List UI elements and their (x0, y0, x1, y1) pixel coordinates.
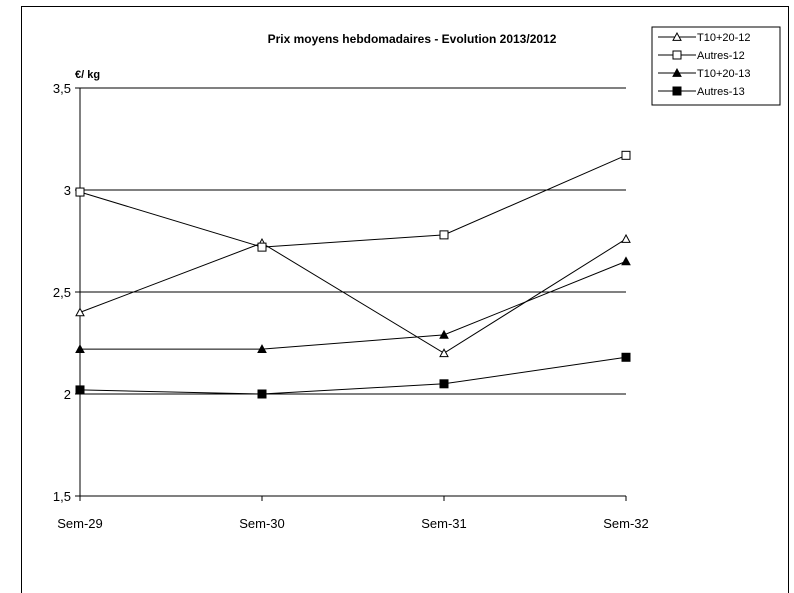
data-point (621, 233, 631, 243)
data-point (75, 385, 85, 395)
legend-item: T10+20-13 (658, 67, 751, 80)
x-tick-label: Sem-32 (603, 516, 649, 531)
data-point (257, 389, 267, 399)
axes: 1,5 2 2,5 3 3,5 Sem-29 Sem-30 Sem-31 Sem-32 (53, 81, 649, 531)
data-point (439, 329, 449, 339)
legend-marker (672, 31, 682, 41)
data-point (75, 187, 85, 197)
data-point (257, 344, 267, 354)
data-point (439, 230, 449, 240)
series-3 (75, 256, 631, 354)
series-1 (75, 233, 631, 358)
y-tick-label: 3,5 (53, 81, 71, 96)
series-line (79, 238, 627, 354)
legend: T10+20-12 Autres-12 T10+20-13 Autres-13 (651, 26, 781, 106)
data-point (621, 352, 631, 362)
x-tick-label: Sem-29 (57, 516, 103, 531)
y-tick-label: 3 (64, 183, 71, 198)
gridlines (80, 87, 626, 395)
y-tick-label: 1,5 (53, 489, 71, 504)
chart-title: Prix moyens hebdomadaires - Evolution 20… (268, 32, 557, 46)
legend-marker (672, 86, 682, 96)
legend-marker (672, 50, 682, 60)
data-point (621, 150, 631, 160)
series-line (79, 356, 627, 395)
legend-label: Autres-12 (697, 50, 745, 62)
legend-item: Autres-12 (658, 50, 745, 62)
x-tick-label: Sem-31 (421, 516, 467, 531)
y-axis-unit: €/ kg (75, 69, 100, 81)
data-point (257, 242, 267, 252)
data-point (439, 379, 449, 389)
legend-label: Autres-13 (697, 86, 745, 98)
data-point (75, 307, 85, 317)
legend-label: T10+20-12 (697, 32, 751, 44)
data-point (439, 348, 449, 358)
series-2 (75, 150, 631, 252)
series-layer (75, 150, 631, 399)
legend-marker (672, 67, 682, 77)
legend-item: Autres-13 (658, 86, 745, 98)
series-4 (75, 352, 631, 399)
series-line (80, 260, 627, 350)
legend-label: T10+20-13 (697, 68, 751, 80)
data-point (621, 256, 631, 266)
y-tick-label: 2,5 (53, 285, 71, 300)
series-line (79, 154, 627, 248)
x-tick-label: Sem-30 (239, 516, 285, 531)
legend-item: T10+20-12 (658, 31, 751, 44)
data-point (75, 344, 85, 354)
y-tick-label: 2 (64, 387, 71, 402)
